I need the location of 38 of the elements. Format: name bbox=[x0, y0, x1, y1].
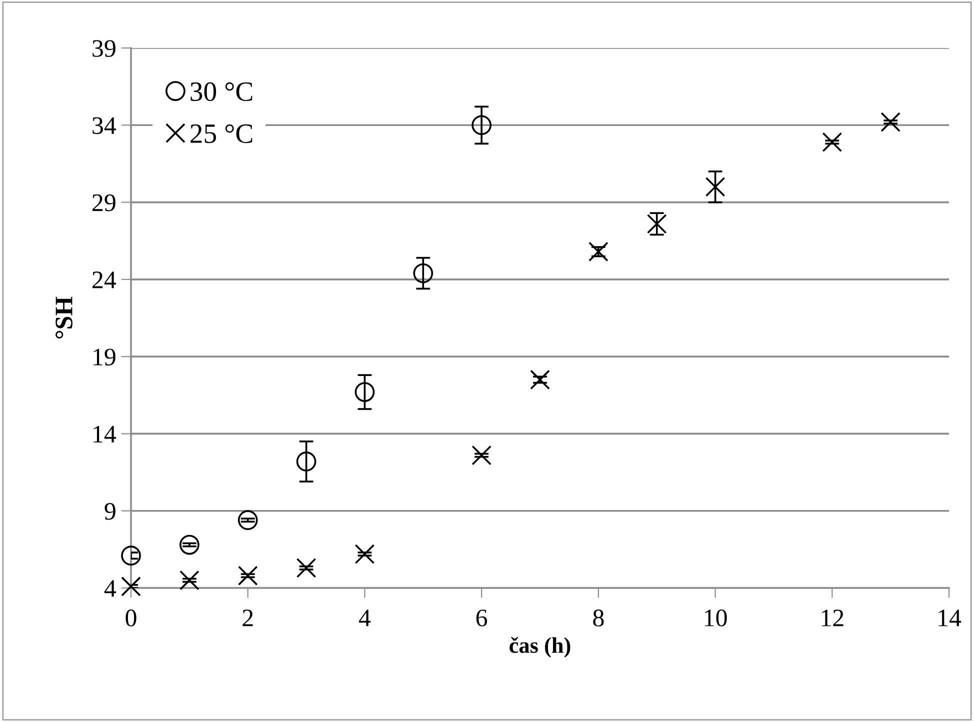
legend-label: 30 °C bbox=[190, 82, 252, 102]
point bbox=[705, 176, 726, 197]
point bbox=[822, 132, 842, 152]
point bbox=[472, 115, 492, 136]
point bbox=[588, 242, 608, 262]
point bbox=[179, 570, 200, 590]
point bbox=[413, 263, 434, 284]
point bbox=[238, 510, 258, 530]
point bbox=[354, 382, 375, 402]
point bbox=[121, 546, 141, 566]
y-tick-label: 34 bbox=[92, 117, 116, 134]
x-tick-label: 0 bbox=[126, 610, 136, 626]
point bbox=[354, 544, 375, 564]
point bbox=[472, 445, 492, 466]
x-tick-label: 8 bbox=[593, 610, 604, 626]
point bbox=[296, 558, 316, 578]
y-tick-label: 9 bbox=[104, 502, 116, 520]
legend-label: 25 °C bbox=[190, 124, 252, 144]
point bbox=[179, 534, 200, 555]
y-tick-label: 14 bbox=[94, 426, 116, 442]
x-tick-label: 6 bbox=[476, 610, 488, 626]
point bbox=[121, 576, 141, 596]
point bbox=[530, 370, 550, 390]
y-tick-label: 29 bbox=[92, 194, 116, 212]
y-tick-label: 4 bbox=[104, 580, 116, 597]
x-axis-title: čas (h) bbox=[510, 637, 570, 658]
y-tick-label: 24 bbox=[92, 272, 116, 288]
y-axis-title: °SH bbox=[56, 296, 72, 338]
point bbox=[238, 566, 258, 586]
x-tick-label: 12 bbox=[822, 610, 844, 626]
x-tick-label: 14 bbox=[938, 610, 962, 626]
y-tick-label: 39 bbox=[92, 40, 116, 57]
point bbox=[296, 452, 316, 472]
x-tick-label: 10 bbox=[704, 610, 727, 626]
x-tick-label: 4 bbox=[358, 610, 371, 626]
x-tick-label: 2 bbox=[242, 610, 253, 626]
point bbox=[880, 112, 901, 132]
y-tick-label: 19 bbox=[94, 348, 116, 366]
